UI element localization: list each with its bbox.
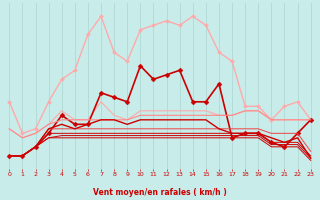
X-axis label: Vent moyen/en rafales ( km/h ): Vent moyen/en rafales ( km/h ) (93, 188, 227, 197)
